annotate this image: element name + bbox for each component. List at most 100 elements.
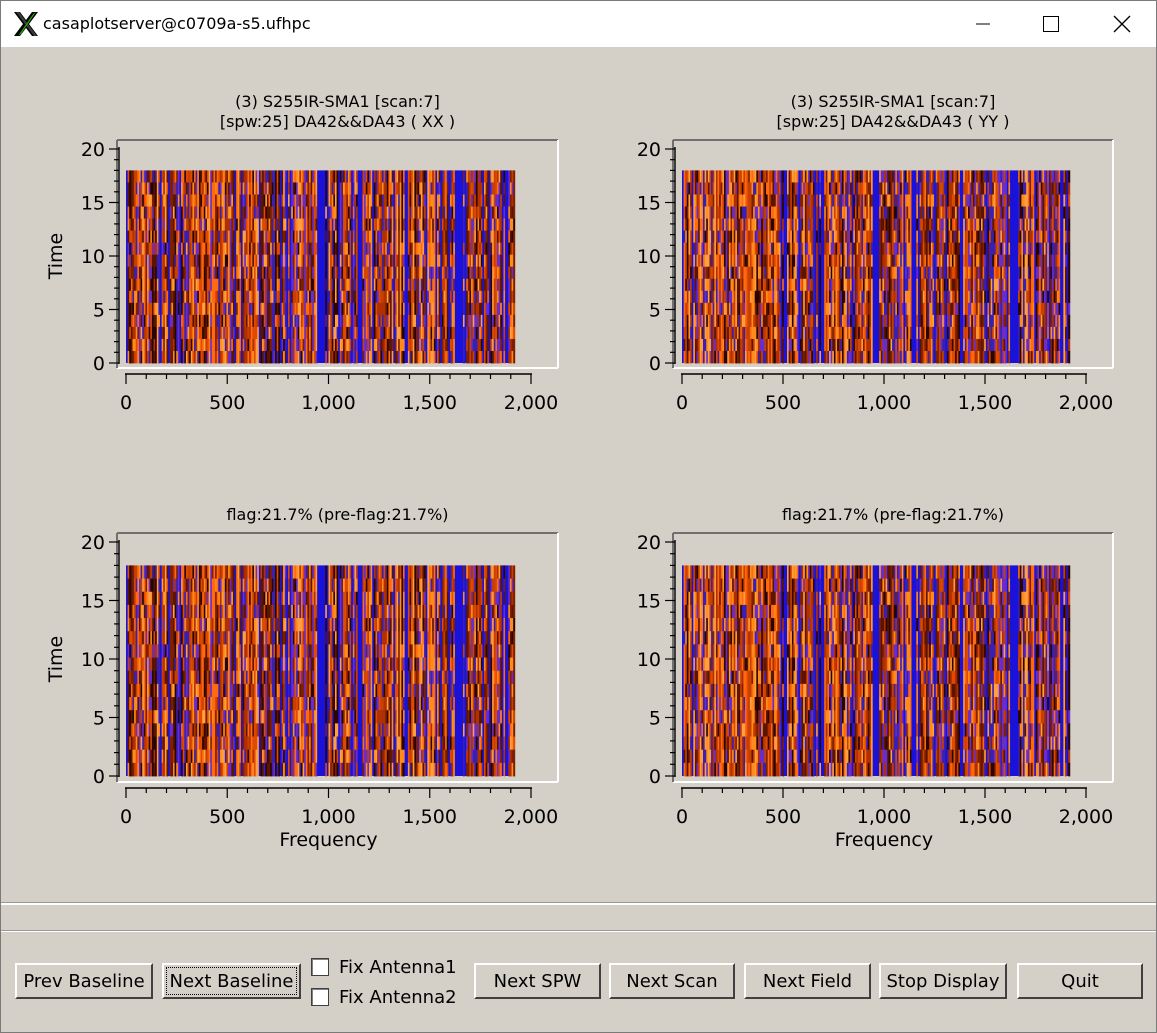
heatmap-cell xyxy=(253,350,256,364)
title-bar[interactable]: casaplotserver@c0709a-s5.ufhpc xyxy=(1,1,1156,47)
heatmap-cell xyxy=(740,182,743,195)
heatmap-cell xyxy=(266,218,269,231)
heatmap-cell xyxy=(296,338,299,352)
heatmap-cell xyxy=(701,302,704,316)
minimize-button[interactable] xyxy=(959,1,1005,47)
heatmap-cell xyxy=(333,314,336,328)
heatmap-cell xyxy=(754,254,757,268)
heatmap-cell xyxy=(511,350,514,364)
heatmap-cell xyxy=(349,302,352,316)
heatmap-cell xyxy=(297,170,300,183)
heatmap-cell xyxy=(195,290,198,304)
heatmap-cell xyxy=(296,266,299,280)
heatmap-cell xyxy=(466,314,469,328)
heatmap-cell xyxy=(163,218,166,231)
heatmap-cell xyxy=(466,206,469,219)
heatmap-cell xyxy=(728,338,731,352)
heatmap-cell xyxy=(388,302,391,316)
heatmap-cell xyxy=(297,254,300,268)
heatmap-cell xyxy=(696,242,699,256)
heatmap-cell xyxy=(509,338,512,352)
heatmap-cell xyxy=(281,254,284,268)
heatmap-cell xyxy=(231,290,234,304)
heatmap-cell xyxy=(748,170,751,183)
heatmap-cell xyxy=(174,326,177,340)
heatmap-cell xyxy=(696,338,699,352)
heatmap-cell xyxy=(232,242,235,256)
heatmap-cell xyxy=(513,230,516,244)
heatmap-cell xyxy=(151,254,154,268)
heatmap-cell xyxy=(343,290,346,304)
heatmap-cell xyxy=(703,242,706,256)
heatmap-cell xyxy=(427,302,430,316)
heatmap-cell xyxy=(171,170,174,183)
heatmap-cell xyxy=(275,290,278,304)
maximize-button[interactable] xyxy=(1028,1,1074,47)
heatmap-cell xyxy=(187,290,190,304)
heatmap-cell xyxy=(492,170,495,183)
heatmap-flag-column xyxy=(505,170,508,363)
heatmap-cell xyxy=(508,314,511,328)
heatmap-cell xyxy=(143,242,146,256)
close-icon xyxy=(1113,15,1131,33)
heatmap-cell xyxy=(257,350,260,364)
heatmap-cell xyxy=(757,302,760,316)
heatmap-cell xyxy=(127,350,130,364)
heatmap-cell xyxy=(746,266,749,280)
plot-canvas[interactable]: 0 5 10 15 20 0 500 1,000 1,500 2,000 (3) S255IR-SM… xyxy=(1,47,1156,905)
heatmap-cell xyxy=(471,218,474,231)
heatmap-cell xyxy=(764,290,767,304)
heatmap-cell xyxy=(745,242,748,256)
heatmap-cell xyxy=(422,218,425,231)
heatmap-cell xyxy=(446,170,449,183)
heatmap-cell xyxy=(250,314,253,328)
heatmap-cell xyxy=(509,230,512,244)
heatmap-cell xyxy=(451,206,454,219)
heatmap-cell xyxy=(749,218,752,231)
heatmap-cell xyxy=(746,302,749,316)
heatmap-cell xyxy=(250,218,253,231)
heatmap-cell xyxy=(221,290,224,304)
heatmap-cell xyxy=(273,242,276,256)
heatmap-cell xyxy=(683,218,686,231)
heatmap-cell xyxy=(485,290,488,304)
heatmap-cell xyxy=(153,302,156,316)
heatmap-cell xyxy=(383,314,386,328)
heatmap-cell xyxy=(754,242,757,256)
heatmap-cell xyxy=(390,254,393,268)
heatmap-cell xyxy=(135,290,138,304)
heatmap-cell xyxy=(370,302,373,316)
heatmap-cell xyxy=(276,290,279,304)
heatmap-cell xyxy=(135,266,138,280)
heatmap-cell xyxy=(129,266,132,280)
heatmap-cell xyxy=(685,338,688,352)
heatmap-cell xyxy=(424,170,427,183)
close-button[interactable] xyxy=(1099,1,1145,47)
heatmap-cell xyxy=(472,254,475,268)
heatmap-cell xyxy=(477,338,480,352)
heatmap-cell xyxy=(422,242,425,256)
heatmap-cell xyxy=(466,326,469,340)
heatmap-cell xyxy=(190,170,193,183)
heatmap-cell xyxy=(271,254,274,268)
heatmap-cell xyxy=(761,290,764,304)
heatmap-cell xyxy=(224,230,227,244)
heatmap-cell xyxy=(252,254,255,268)
heatmap-cell xyxy=(147,254,150,268)
heatmap-cell xyxy=(182,338,185,352)
heatmap-cell xyxy=(339,338,342,352)
heatmap-cell xyxy=(216,290,219,304)
heatmap-cell xyxy=(330,194,333,207)
heatmap-cell xyxy=(184,326,187,340)
heatmap-cell xyxy=(403,302,406,316)
heatmap-cell xyxy=(386,254,389,268)
heatmap-cell xyxy=(148,230,151,244)
heatmap-cell xyxy=(190,314,193,328)
heatmap-cell xyxy=(480,206,483,219)
heatmap-cell xyxy=(265,314,268,328)
heatmap-cell xyxy=(309,338,312,352)
heatmap-cell xyxy=(143,182,146,195)
heatmap-cell xyxy=(770,218,773,231)
heatmap-cell xyxy=(148,278,151,292)
heatmap-cell xyxy=(223,278,226,292)
